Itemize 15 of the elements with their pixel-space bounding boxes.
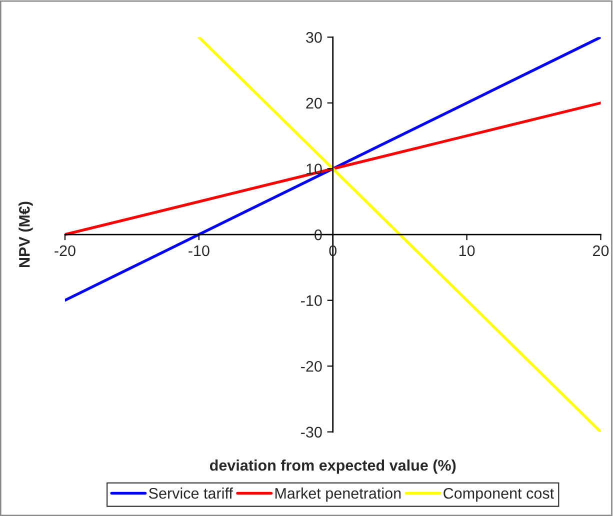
legend-label: Component cost: [444, 488, 554, 502]
legend-label: Market penetration: [275, 488, 401, 502]
x-tick-label: -10: [188, 245, 210, 256]
y-tick-label: -20: [301, 360, 322, 372]
y-axis-title: NPV (M€): [18, 202, 33, 268]
legend-label: Service tariff: [149, 488, 233, 499]
x-axis-title: deviation from expected value (%): [210, 460, 456, 474]
y-tick-label: -10: [301, 295, 322, 306]
x-tick-label: 10: [459, 245, 475, 256]
x-tick-label: 20: [593, 245, 609, 256]
x-tick-label: -20: [54, 245, 76, 256]
y-tick-label: 30: [306, 32, 322, 43]
y-tick-label: 20: [306, 98, 322, 109]
y-tick-label: 10: [306, 164, 322, 174]
y-tick-label: -30: [301, 426, 322, 438]
